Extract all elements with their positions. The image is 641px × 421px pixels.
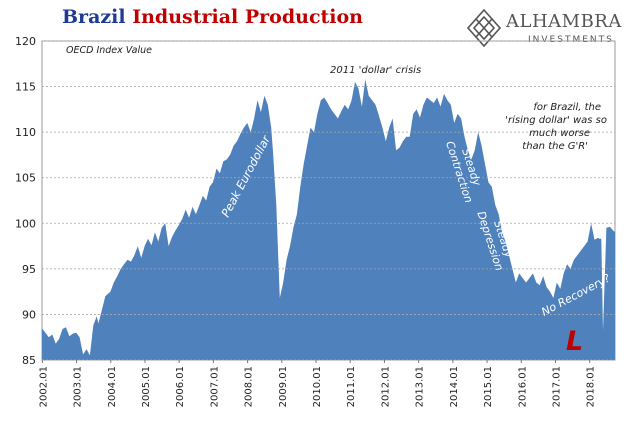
x-tick-label: 2018.01	[586, 366, 597, 407]
x-tick-label: 2004.01	[107, 366, 118, 407]
x-tick-label: 2006.01	[175, 366, 186, 407]
x-tick-label: 2007.01	[209, 366, 220, 407]
x-tick-label: 2017.01	[551, 366, 562, 407]
y-tick-label: 120	[15, 35, 36, 48]
production-area	[42, 79, 615, 361]
y-tick-label: 100	[15, 217, 36, 230]
x-tick-label: 2014.01	[449, 366, 460, 407]
title-country: Brazil	[62, 6, 126, 28]
l-shape-annotation: L	[566, 326, 583, 357]
x-tick-label: 2016.01	[517, 366, 528, 407]
x-tick-label: 2005.01	[141, 366, 152, 407]
x-tick-label: 2011.01	[346, 366, 357, 407]
x-tick-label: 2009.01	[278, 366, 289, 407]
y-tick-label: 85	[22, 354, 36, 367]
logo-subtitle: INVESTMENTS	[528, 35, 614, 45]
x-tick-label: 2015.01	[483, 366, 494, 407]
y-tick-label: 95	[22, 263, 36, 276]
y-tick-label: 105	[15, 172, 36, 185]
note-line: much worse	[529, 128, 590, 139]
ylabel-annotation: OECD Index Value	[66, 45, 152, 56]
title-subject: Industrial Production	[132, 6, 363, 28]
x-tick-label: 2013.01	[415, 366, 426, 407]
diamond-knot-icon	[466, 8, 502, 48]
x-tick-label: 2008.01	[244, 366, 255, 407]
brand-logo: ALHAMBRA INVESTMENTS	[466, 8, 636, 52]
note-line: 'rising dollar' was so	[505, 115, 607, 126]
x-tick-label: 2012.01	[380, 366, 391, 407]
y-tick-label: 115	[15, 81, 36, 94]
x-tick-label: 2010.01	[312, 366, 323, 407]
x-tick-label: 2002.01	[38, 366, 49, 407]
note-line: than the G'R'	[522, 141, 588, 152]
x-tick-label: 2003.01	[73, 366, 84, 407]
y-tick-label: 110	[15, 126, 36, 139]
dollar-crisis-annotation: 2011 'dollar' crisis	[330, 65, 421, 76]
chart-title: Brazil Industrial Production	[62, 6, 363, 28]
y-tick-label: 90	[22, 308, 36, 321]
logo-name: ALHAMBRA	[506, 11, 622, 32]
note-line: for Brazil, the	[533, 102, 601, 113]
